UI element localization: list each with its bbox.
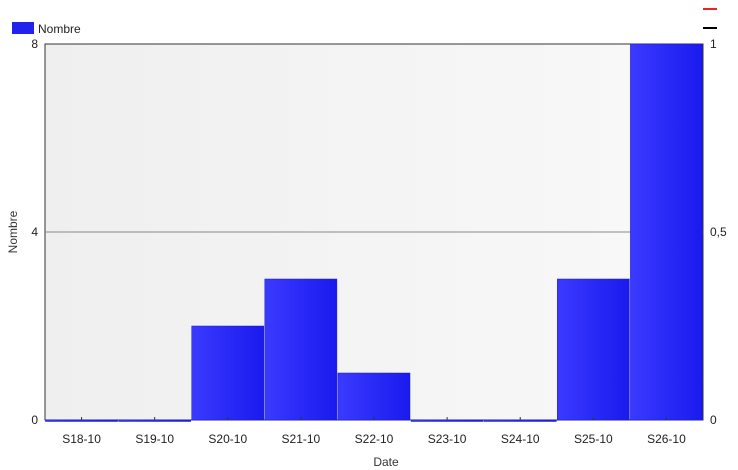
x-tick-label: S20-10 [208,432,247,446]
y2-tick-label: 1 [710,37,717,51]
x-tick-label: S21-10 [282,432,321,446]
bar-s22-10 [337,372,411,421]
bar-s25-10 [557,278,630,421]
y2-axis-ticks: 00,51 [710,37,727,427]
x-tick-label: S26-10 [647,432,686,446]
bar-s26-10 [630,43,703,421]
y-tick-label: 4 [31,225,38,239]
x-tick-label: S23-10 [428,432,467,446]
bar-s19-10 [118,419,191,422]
y2-tick-label: 0 [710,413,717,427]
legend-marker-black [703,27,717,29]
bar-s21-10 [264,278,338,421]
x-tick-label: S25-10 [574,432,613,446]
x-axis-ticks: S18-10 S19-10 S20-10 S21-10 S22-10 S23-10 S24-… [62,417,686,446]
x-tick-label: S22-10 [355,432,394,446]
bar-s18-10 [45,419,118,422]
x-tick-label: S24-10 [501,432,540,446]
bar-s20-10 [191,325,265,421]
bar-s24-10 [483,419,557,422]
y-tick-label: 0 [31,413,38,427]
x-axis-title: Date [373,455,399,469]
y2-tick-label: 0,5 [710,225,727,239]
legend: Nombre [12,8,717,36]
legend-marker-red [703,8,717,10]
y-tick-label: 8 [31,37,38,51]
legend-label: Nombre [38,22,81,36]
legend-swatch [12,22,34,34]
y-axis-title: Nombre [6,210,20,253]
y-axis-ticks: 0 4 8 [31,37,38,427]
x-tick-label: S18-10 [62,432,101,446]
x-tick-label: S19-10 [135,432,174,446]
bars [45,43,703,422]
bar-s23-10 [410,419,484,422]
